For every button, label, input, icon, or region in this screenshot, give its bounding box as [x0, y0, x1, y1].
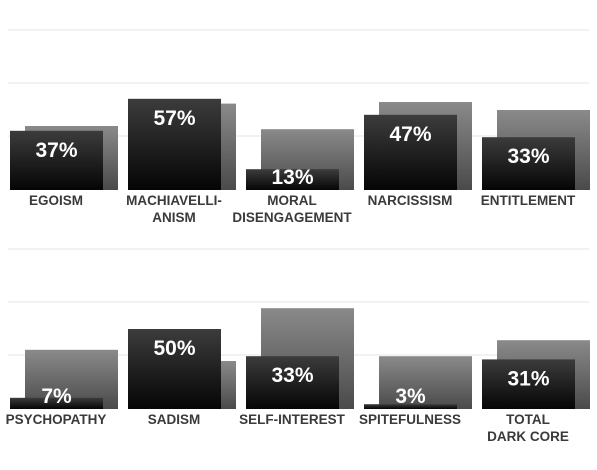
- bar-self-interest: [246, 356, 339, 409]
- category-label-moral-disengagement-line-1: MORAL: [267, 193, 317, 208]
- category-label-psychopathy: PSYCHOPATHY: [6, 412, 107, 427]
- value-label-egoism: 37%: [35, 139, 77, 162]
- bar-entitlement: [482, 137, 575, 190]
- category-label-machiavelli-anism-line-2: ANISM: [152, 210, 196, 225]
- value-label-total-dark-core: 31%: [507, 367, 549, 390]
- category-label-entitlement: ENTITLEMENT: [481, 193, 576, 208]
- category-label-egoism: EGOISM: [29, 193, 83, 208]
- bar-sadism: [128, 329, 221, 409]
- value-label-self-interest: 33%: [271, 364, 313, 387]
- chart-panel-1: 37% EGOISM 57% MACHIAVELLI- ANISM 13% MORAL DIS…: [8, 29, 590, 225]
- bar-spitefulness: [364, 404, 457, 409]
- value-label-machiavelli-anism: 57%: [153, 107, 195, 130]
- value-label-moral-disengagement: 13%: [271, 166, 313, 189]
- category-label-narcissism: NARCISSISM: [368, 193, 453, 208]
- value-label-narcissism: 47%: [389, 123, 431, 146]
- back-bar-spitefulness: [379, 356, 472, 409]
- bar-moral-disengagement: [246, 169, 339, 190]
- bar-psychopathy: [10, 397, 103, 409]
- category-label-spitefulness: SPITEFULNESS: [359, 412, 461, 427]
- value-label-entitlement: 33%: [507, 145, 549, 168]
- category-label-total-dark-core-line-2: DARK CORE: [487, 429, 569, 444]
- bar-machiavelli-anism: [128, 98, 221, 190]
- chart-panel-2: 7% PSYCHOPATHY 50% SADISM 33% SELF-INTEREST 3%…: [6, 248, 590, 444]
- category-label-sadism: SADISM: [148, 412, 201, 427]
- category-label-machiavelli-anism-line-1: MACHIAVELLI-: [126, 193, 222, 208]
- category-label-self-interest: SELF-INTEREST: [239, 412, 346, 427]
- value-label-spitefulness: 3%: [395, 385, 426, 408]
- value-label-sadism: 50%: [153, 337, 195, 360]
- bar-narcissism: [364, 114, 457, 190]
- bar-egoism: [10, 130, 103, 190]
- category-label-total-dark-core-line-1: TOTAL: [506, 412, 550, 427]
- category-label-moral-disengagement-line-2: DISENGAGEMENT: [232, 210, 352, 225]
- value-label-psychopathy: 7%: [41, 385, 72, 408]
- chart-layer: 37% EGOISM 57% MACHIAVELLI- ANISM 13% MORAL DIS…: [6, 29, 590, 444]
- bar-total-dark-core: [482, 359, 575, 409]
